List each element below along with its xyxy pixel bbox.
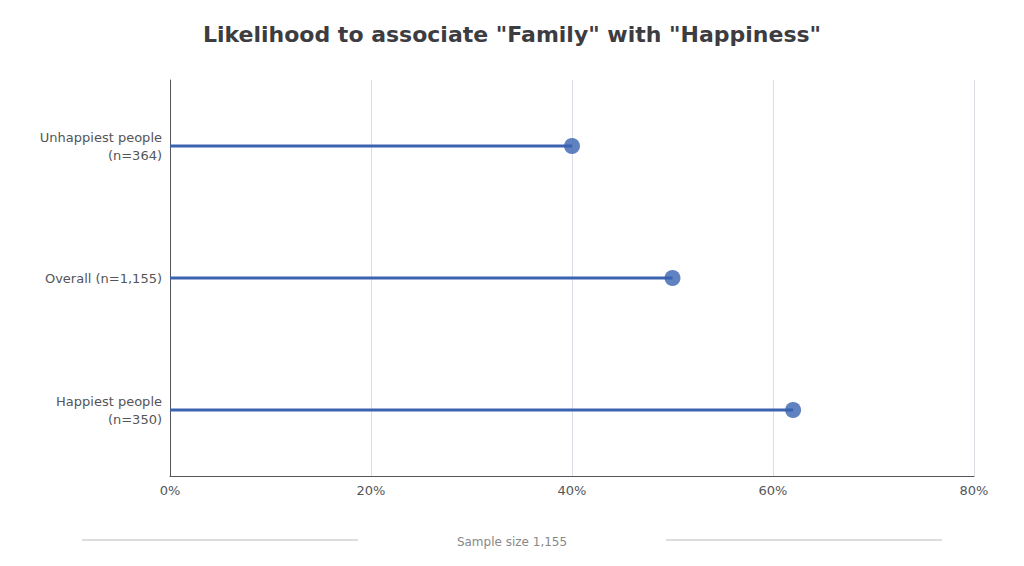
svg-text:0%: 0% [160,483,181,498]
svg-text:20%: 20% [357,483,386,498]
svg-text:Likelihood to associate "Famil: Likelihood to associate "Family" with "H… [203,22,821,47]
svg-text:40%: 40% [558,483,587,498]
svg-text:Overall (n=1,155): Overall (n=1,155) [45,271,162,286]
svg-text:60%: 60% [759,483,788,498]
svg-text:Happiest people: Happiest people [56,394,162,409]
svg-text:(n=350): (n=350) [108,412,162,427]
svg-text:(n=364): (n=364) [108,148,162,163]
svg-text:Sample size 1,155: Sample size 1,155 [457,535,567,549]
svg-text:Unhappiest people: Unhappiest people [40,130,162,145]
svg-text:80%: 80% [960,483,989,498]
